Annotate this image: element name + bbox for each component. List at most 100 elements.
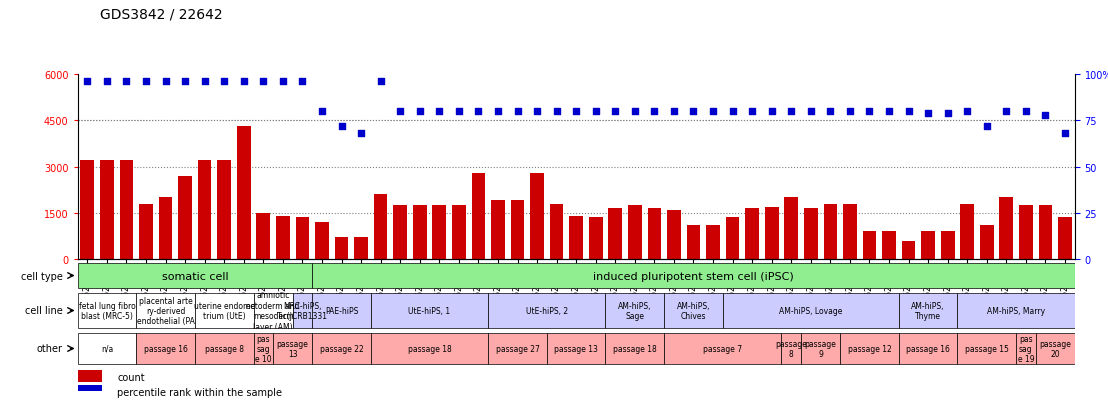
Bar (746, 209, 759, 259)
Point (1056, 131, 1074, 137)
Bar (823, 204, 838, 259)
Text: passage 7: passage 7 (704, 344, 742, 353)
Bar (120, 161, 133, 259)
Point (547, 109, 565, 115)
Point (1037, 112, 1055, 119)
FancyBboxPatch shape (312, 333, 371, 364)
Point (196, 79, 214, 85)
Bar (237, 127, 250, 259)
Bar (999, 198, 1013, 259)
Point (215, 79, 233, 85)
Text: AM-hiPS,
Thyme: AM-hiPS, Thyme (912, 301, 945, 320)
Text: placental arte
ry-derived
endothelial (PA: placental arte ry-derived endothelial (P… (136, 296, 195, 325)
Point (137, 79, 155, 85)
Point (176, 79, 194, 85)
Bar (335, 238, 348, 259)
Point (705, 109, 722, 115)
Point (724, 109, 741, 115)
Bar (921, 232, 935, 259)
Point (997, 109, 1015, 115)
Text: AM-hiPS, Lovage: AM-hiPS, Lovage (779, 306, 842, 315)
Text: cell line: cell line (24, 306, 63, 316)
FancyBboxPatch shape (781, 333, 801, 364)
Text: induced pluripotent stem cell (iPSC): induced pluripotent stem cell (iPSC) (593, 271, 793, 281)
Bar (843, 204, 856, 259)
Point (117, 79, 135, 85)
Point (274, 79, 291, 85)
Bar (198, 161, 212, 259)
Point (98, 79, 115, 85)
FancyBboxPatch shape (273, 333, 312, 364)
Point (529, 109, 546, 115)
FancyBboxPatch shape (1016, 333, 1036, 364)
FancyBboxPatch shape (801, 333, 840, 364)
Point (314, 109, 331, 115)
FancyBboxPatch shape (722, 293, 899, 328)
Text: passage 16: passage 16 (906, 344, 950, 353)
Bar (628, 206, 642, 259)
FancyBboxPatch shape (195, 293, 254, 328)
Text: PAE-hiPS: PAE-hiPS (325, 306, 358, 315)
Point (411, 109, 429, 115)
Text: passage
13: passage 13 (277, 339, 309, 358)
FancyBboxPatch shape (78, 293, 136, 328)
Point (841, 109, 859, 115)
Bar (608, 209, 622, 259)
FancyBboxPatch shape (840, 333, 899, 364)
Text: AM-hiPS,
Chives: AM-hiPS, Chives (677, 301, 710, 320)
Bar (550, 204, 564, 259)
Text: UtE-hiPS, 1: UtE-hiPS, 1 (409, 306, 451, 315)
Bar (491, 201, 505, 259)
Point (1017, 109, 1035, 115)
Point (294, 79, 311, 85)
Bar (315, 223, 329, 259)
FancyBboxPatch shape (605, 333, 664, 364)
Point (880, 109, 897, 115)
Point (665, 109, 683, 115)
Bar (413, 206, 427, 259)
Text: GDS3842 / 22642: GDS3842 / 22642 (100, 7, 223, 21)
Text: passage 22: passage 22 (319, 344, 363, 353)
FancyBboxPatch shape (957, 293, 1075, 328)
Bar (355, 238, 368, 259)
Bar (726, 218, 739, 259)
Text: other: other (37, 344, 63, 354)
Bar (706, 225, 720, 259)
FancyBboxPatch shape (312, 293, 371, 328)
Text: amniotic
ectoderm and
mesoderm
layer (AM): amniotic ectoderm and mesoderm layer (AM… (246, 291, 300, 331)
Bar (1019, 206, 1033, 259)
FancyBboxPatch shape (605, 293, 664, 328)
Text: passage 12: passage 12 (848, 344, 891, 353)
Text: passage
20: passage 20 (1039, 339, 1071, 358)
Text: pas
sag
e 10: pas sag e 10 (255, 334, 271, 363)
Bar (217, 161, 232, 259)
Point (920, 110, 937, 117)
Bar (784, 198, 798, 259)
Bar (472, 173, 485, 259)
FancyBboxPatch shape (371, 293, 489, 328)
Text: passage 16: passage 16 (144, 344, 187, 353)
Bar (979, 225, 994, 259)
Bar (140, 204, 153, 259)
Bar (100, 161, 114, 259)
Bar (863, 232, 876, 259)
Bar (452, 206, 465, 259)
Point (587, 109, 605, 115)
FancyBboxPatch shape (899, 293, 957, 328)
Point (450, 109, 468, 115)
Text: percentile rank within the sample: percentile rank within the sample (117, 387, 283, 397)
Point (255, 79, 273, 85)
FancyBboxPatch shape (957, 333, 1016, 364)
FancyBboxPatch shape (664, 333, 781, 364)
Point (79, 79, 96, 85)
Text: AM-hiPS, Marry: AM-hiPS, Marry (987, 306, 1045, 315)
Bar (158, 198, 173, 259)
FancyBboxPatch shape (254, 293, 293, 328)
Point (743, 109, 761, 115)
FancyBboxPatch shape (78, 333, 136, 364)
Bar (570, 216, 583, 259)
Bar (647, 209, 661, 259)
FancyBboxPatch shape (136, 333, 195, 364)
Text: cell type: cell type (21, 271, 63, 281)
FancyBboxPatch shape (489, 333, 547, 364)
